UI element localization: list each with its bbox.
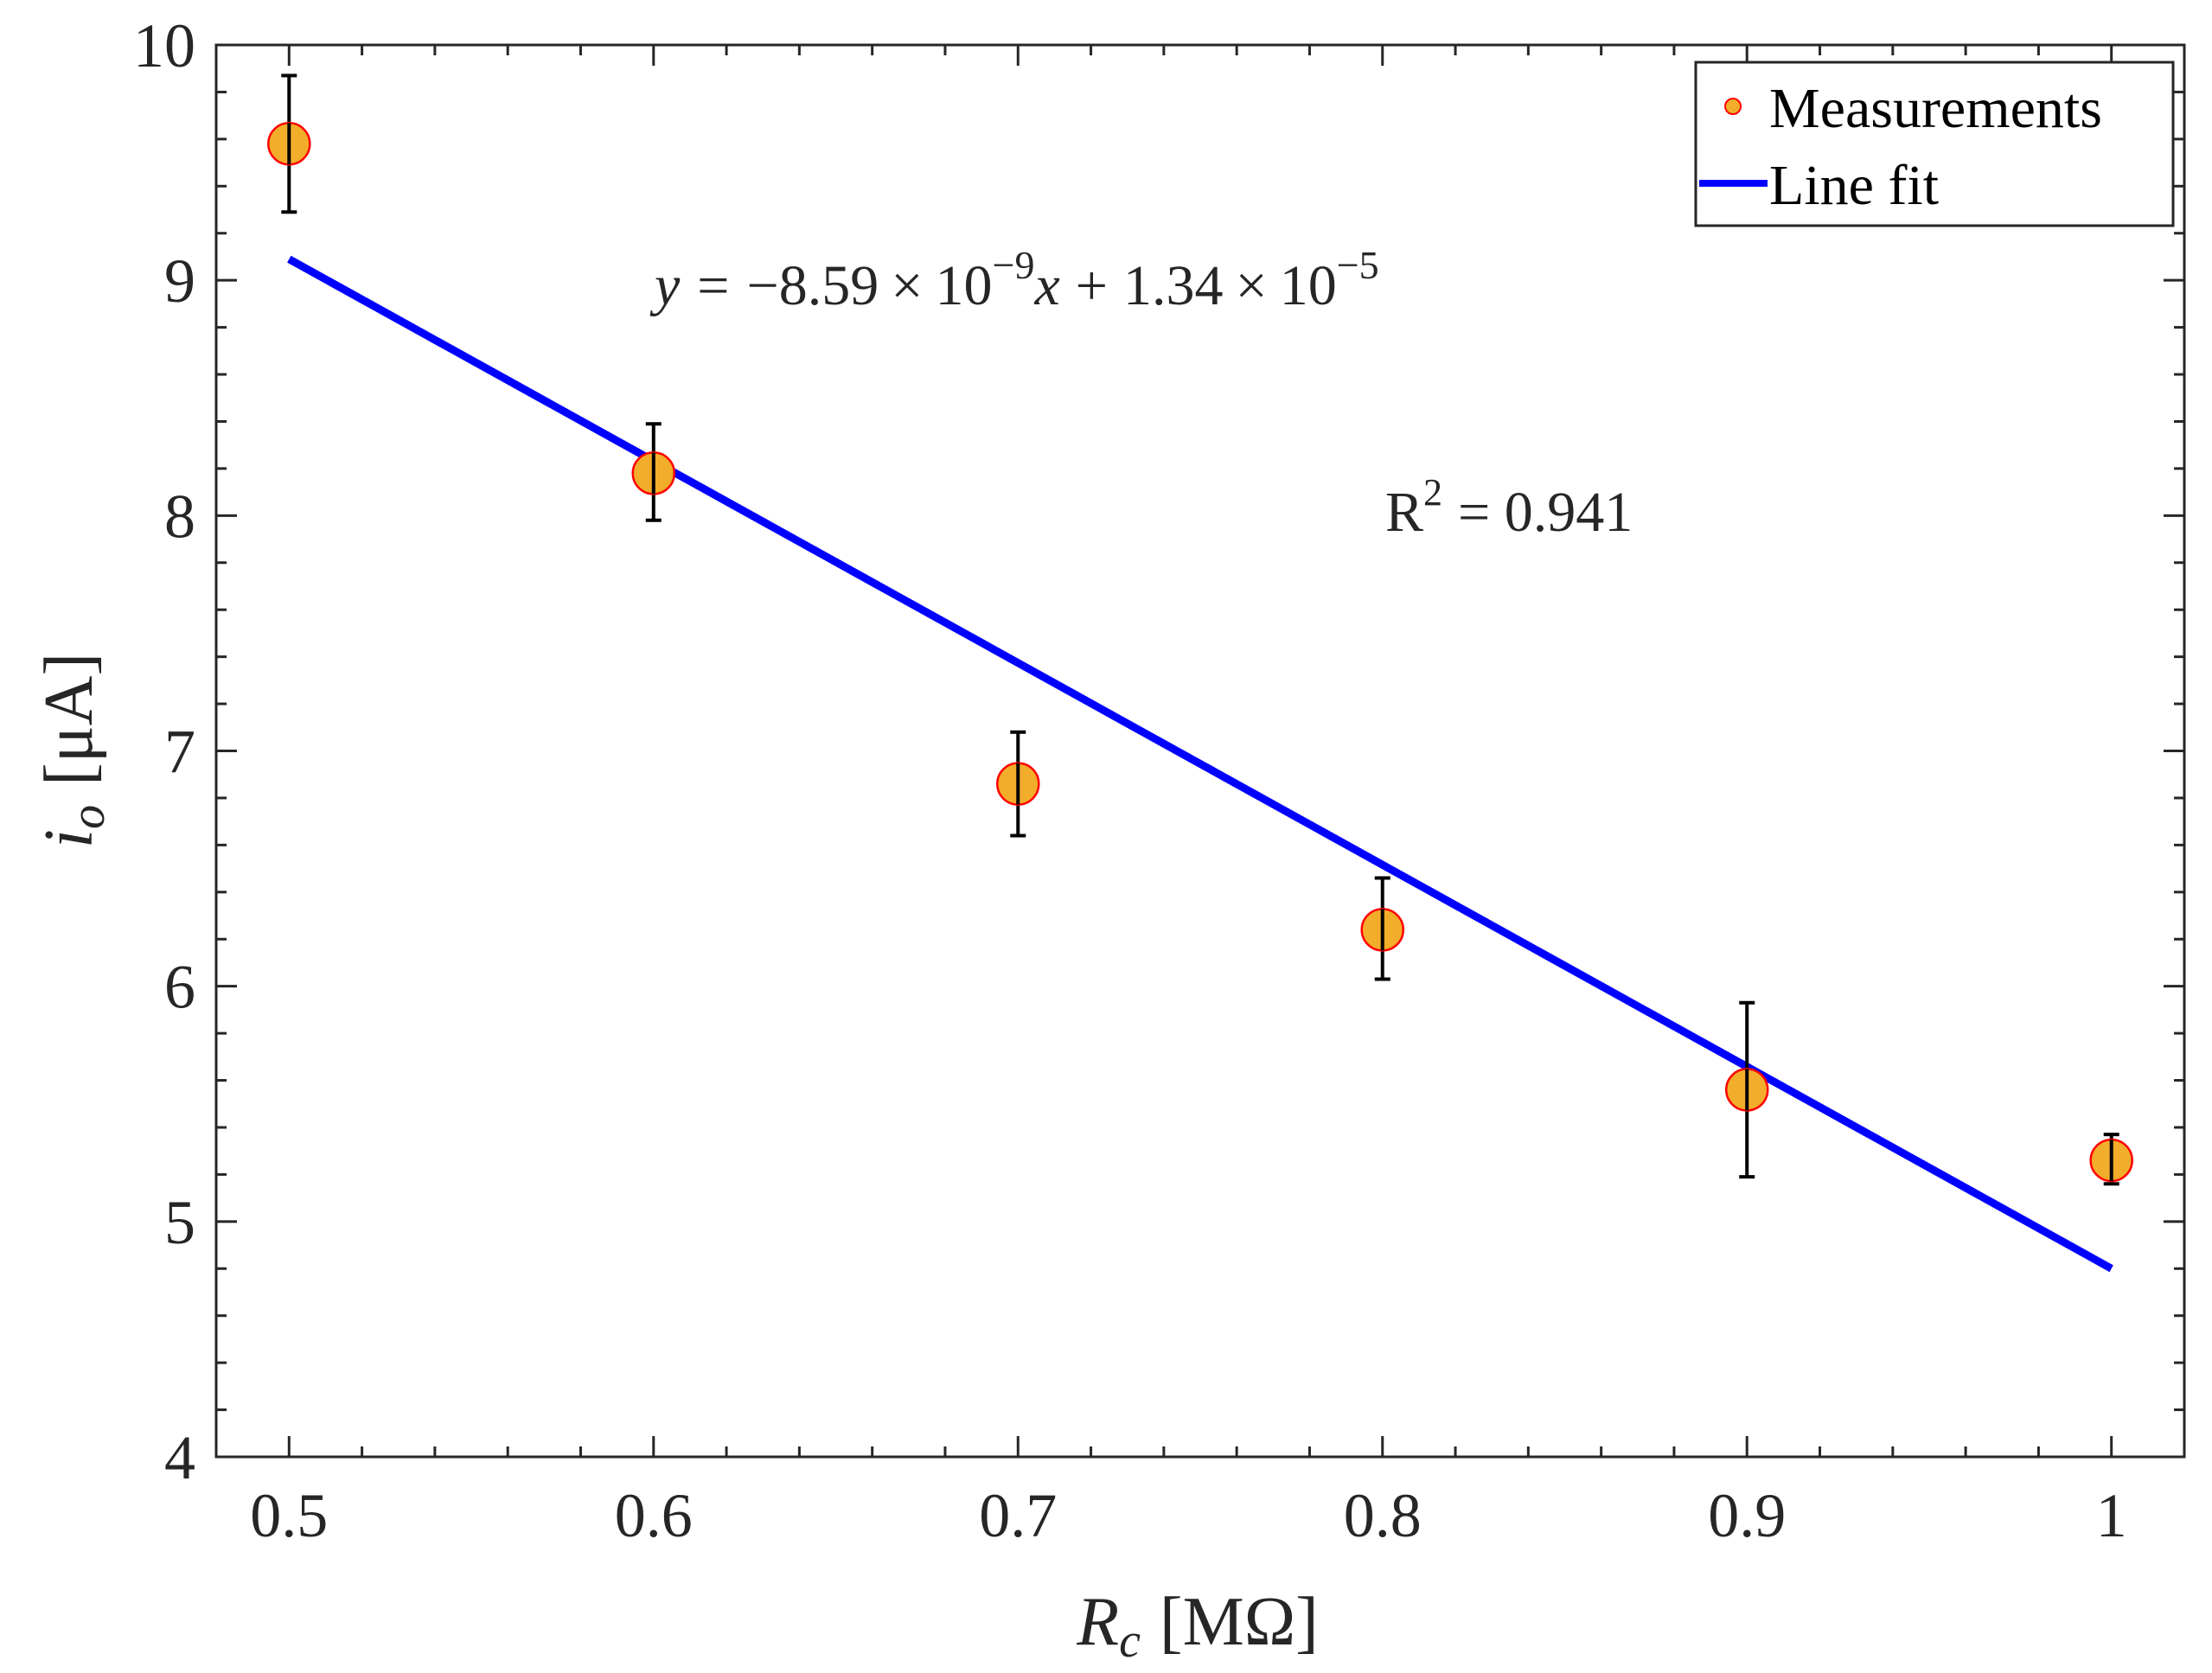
x-tick-label: 0.6 <box>615 1481 693 1550</box>
r-squared-label: R2 = 0.941 <box>1385 471 1633 544</box>
legend-label-measurements: Measurements <box>1769 77 2102 140</box>
y-tick-label: 7 <box>164 718 195 787</box>
minor-ticks <box>214 45 2186 1457</box>
fit-line <box>287 255 2113 1273</box>
x-tick-labels: 0.5 0.6 0.7 0.8 0.9 1 <box>250 1481 2126 1550</box>
axes-frame <box>214 43 2186 1459</box>
y-tick-label: 6 <box>164 953 195 1022</box>
legend: Measurements Line fit <box>1694 61 2175 227</box>
fit-equation: y = −8.59 × 10−9x +1.34 × 10−5 <box>649 243 1379 317</box>
y-tick-label: 10 <box>133 11 195 80</box>
y-tick-label: 5 <box>164 1188 195 1257</box>
x-axis-label: Rc [MΩ] <box>1076 1584 1319 1668</box>
legend-box <box>1694 61 2175 227</box>
y-tick-label: 9 <box>164 246 195 316</box>
y-axis-label: io[μA] <box>31 653 115 848</box>
x-tick-label: 0.5 <box>250 1481 328 1550</box>
x-tick-label: 1 <box>2096 1481 2127 1550</box>
y-tick-label: 4 <box>164 1423 195 1492</box>
x-tick-label: 0.9 <box>1708 1481 1786 1550</box>
legend-label-line-fit: Line fit <box>1769 154 1939 217</box>
legend-marker-measurements <box>1724 98 1742 115</box>
y-tick-labels: 4 5 6 7 8 9 10 <box>133 11 195 1492</box>
y-tick-label: 8 <box>164 482 195 551</box>
x-tick-label: 0.8 <box>1344 1481 1422 1550</box>
measurement-points <box>267 73 2133 1186</box>
plot-area <box>216 45 2184 1457</box>
x-tick-label: 0.7 <box>979 1481 1057 1550</box>
